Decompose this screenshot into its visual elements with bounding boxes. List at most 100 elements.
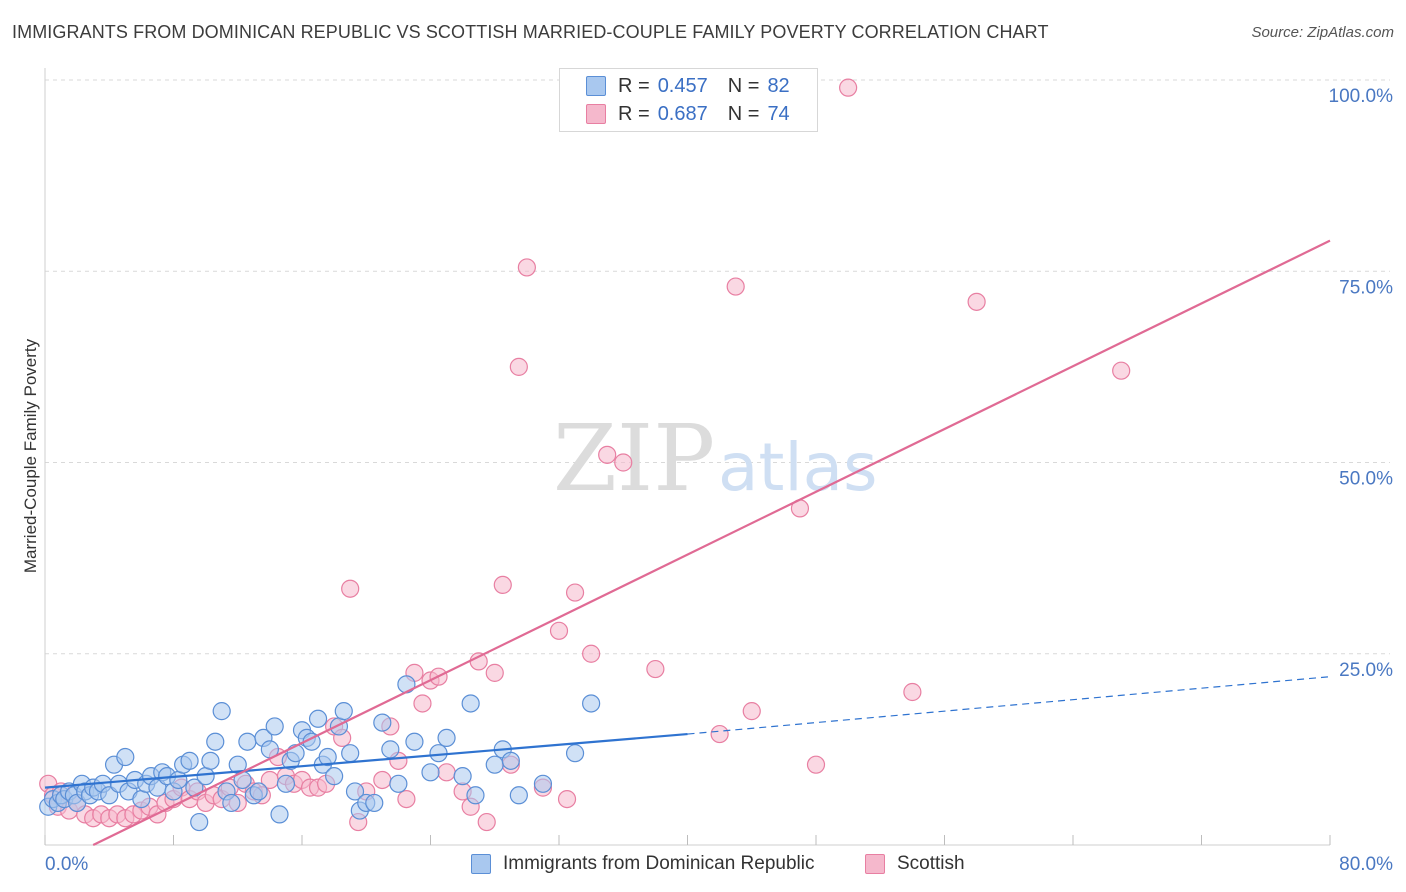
dominican-trend-extension [687, 676, 1331, 735]
dominican-point [318, 747, 337, 767]
dominican-point [201, 751, 220, 770]
dominican-point [249, 782, 268, 801]
x-tick-label: 0.0% [45, 854, 88, 875]
scottish-point [582, 644, 601, 663]
scottish-point [517, 258, 536, 277]
dominican-point [212, 702, 231, 721]
scottish-point [565, 583, 585, 602]
scottish-point [549, 621, 569, 640]
dominican-point [206, 732, 225, 751]
bottom-legend-label: Immigrants from Dominican Republic [503, 853, 815, 874]
scottish-point [710, 724, 729, 744]
scottish-point [967, 292, 986, 311]
dominican-point [533, 774, 553, 793]
scottish-point [477, 812, 496, 832]
dominican-point [509, 786, 528, 805]
dominican-point [341, 744, 360, 763]
scottish-point [397, 789, 416, 809]
dominican-point [238, 732, 257, 751]
dominican-point [169, 770, 188, 790]
dominican-point [265, 717, 284, 736]
legend-n-value: 82 [767, 74, 790, 97]
dominican-point [453, 767, 472, 786]
legend-n-label: N = [727, 74, 760, 97]
chart-title: IMMIGRANTS FROM DOMINICAN REPUBLIC VS SC… [12, 22, 1049, 42]
scottish-point [614, 453, 633, 472]
dominican-point [461, 694, 480, 713]
legend-swatch-blue [586, 76, 606, 96]
dominican-point [565, 744, 585, 763]
dominican-point [308, 709, 328, 728]
dominican-point [334, 702, 353, 721]
scottish-point [839, 78, 858, 97]
legend-row-dominican: R = 0.457 N = 82 [586, 73, 790, 99]
scottish-point [373, 770, 392, 790]
trend-lines [44, 239, 1331, 846]
bottom-legend-swatch-blue [471, 854, 491, 874]
scottish-point [1112, 361, 1131, 380]
y-tick-label: 50.0% [1339, 469, 1393, 490]
legend-swatch-pink [586, 104, 606, 124]
scottish-point [806, 755, 826, 774]
legend-r-value: 0.457 [657, 74, 708, 97]
dominican-point [325, 767, 344, 786]
legend-r-label: R = [618, 74, 650, 97]
axes [44, 68, 1331, 846]
scottish-point [742, 702, 761, 721]
scottish-point [726, 277, 745, 296]
watermark-atlas: atlas [718, 429, 878, 506]
scottish-point [557, 789, 577, 809]
scottish-point [646, 659, 665, 679]
dominican-point [389, 774, 408, 793]
dominican-points [39, 675, 601, 832]
source-label: Source: ZipAtlas.com [1251, 24, 1394, 41]
scottish-point [509, 357, 528, 376]
legend-n-value: 74 [767, 102, 790, 125]
bottom-legend-dominican[interactable]: Immigrants from Dominican Republic [471, 850, 815, 878]
watermark: ZIP atlas [553, 405, 878, 512]
legend-r-label: R = [618, 102, 650, 125]
y-tick-label: 25.0% [1339, 660, 1393, 681]
dominican-point [196, 767, 215, 786]
dominican-point [276, 774, 296, 793]
correlation-legend: R = 0.457 N = 82 R = 0.687 N = 74 [559, 68, 818, 132]
tick-labels: 25.0% 50.0% 75.0% 100.0% 0.0% 80.0% [45, 86, 1393, 875]
scottish-point [437, 763, 456, 782]
dominican-point [365, 793, 384, 813]
dominican-point [421, 763, 440, 782]
scottish-point [413, 694, 432, 713]
scottish-trend-line [92, 239, 1331, 846]
x-tick-label: 80.0% [1339, 854, 1393, 875]
dominican-point [466, 786, 485, 805]
bottom-legend-label: Scottish [897, 853, 965, 874]
dominican-point [397, 675, 416, 694]
scottish-point [903, 682, 922, 702]
dominican-point [405, 732, 424, 751]
bottom-legend-scottish[interactable]: Scottish [865, 850, 965, 878]
legend-n-label: N = [727, 102, 760, 125]
y-axis-label: Married-Couple Family Poverty [21, 338, 40, 573]
dominican-point [429, 744, 448, 763]
watermark-zip: ZIP [553, 405, 715, 512]
dominican-point [485, 755, 504, 774]
dominican-trend-line [44, 732, 688, 789]
dominican-point [373, 713, 392, 732]
dominican-point [345, 782, 365, 801]
scottish-point [341, 579, 360, 598]
scottish-point [493, 575, 512, 595]
dominican-point [222, 793, 241, 813]
dominican-point [582, 694, 601, 713]
dominican-point [501, 751, 520, 770]
dominican-point [329, 717, 349, 736]
grid-lines [45, 79, 1390, 655]
dominican-point [190, 812, 209, 832]
scottish-point [485, 663, 504, 682]
dominican-point [116, 747, 135, 767]
scottish-point [598, 445, 617, 464]
legend-r-value: 0.687 [657, 102, 708, 125]
bottom-legend-swatch-pink [865, 854, 885, 874]
dominican-point [381, 740, 400, 759]
dominican-point [132, 789, 151, 809]
y-tick-label: 75.0% [1339, 277, 1393, 298]
